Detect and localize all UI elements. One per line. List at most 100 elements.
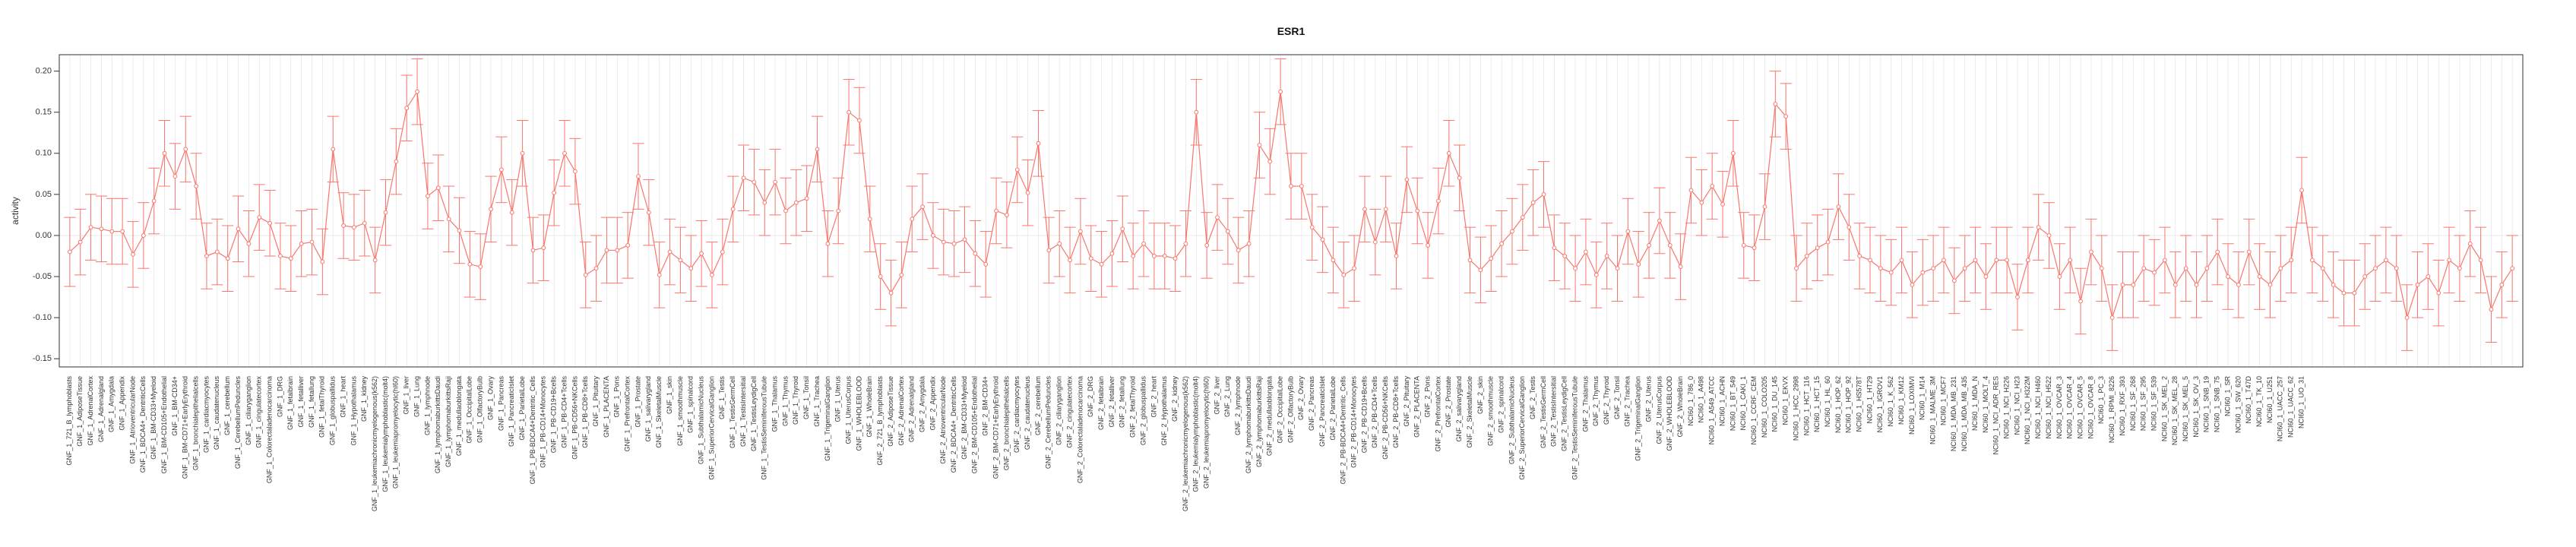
- data-point: [2447, 258, 2451, 263]
- data-point: [1815, 245, 1820, 251]
- x-tick-label: NCI60_1_SF_268: [2129, 376, 2137, 431]
- x-tick-label: NCI60_1_NCI_H460: [2034, 376, 2042, 439]
- x-tick-label: GNF_1_ciliaryganglion: [245, 376, 252, 445]
- data-point: [1573, 266, 1578, 271]
- x-tick-label: NCI60_1_SF_539: [2150, 376, 2157, 431]
- data-point: [1951, 278, 1957, 283]
- data-point: [888, 290, 894, 296]
- x-tick-label: GNF_2_Appendix: [929, 376, 936, 431]
- data-point: [1836, 204, 1841, 209]
- data-point: [1215, 215, 1220, 220]
- y-tick-label: -0.10: [33, 313, 52, 322]
- x-tick-label: GNF_2_Trachea: [1624, 376, 1631, 427]
- x-tick-label: GNF_2_lymphomaburkittsDaudi: [1245, 376, 1252, 473]
- data-point: [1204, 243, 1210, 248]
- data-point: [78, 239, 83, 245]
- x-tick-label: GNF_1_Pituitary: [592, 376, 600, 427]
- data-point: [99, 226, 104, 232]
- x-tick-label: NCI60_1_EKVX: [1782, 376, 1790, 425]
- data-point: [1088, 256, 1093, 261]
- data-point: [1804, 254, 1809, 258]
- data-point: [509, 210, 514, 215]
- data-point: [278, 254, 283, 258]
- x-tick-label: NCI60_1_BT_549: [1729, 376, 1736, 431]
- data-point: [1730, 150, 1736, 156]
- x-tick-label: GNF_2_Lung: [1223, 376, 1231, 417]
- data-point: [2467, 241, 2473, 246]
- data-point: [593, 266, 599, 271]
- data-point: [194, 184, 199, 188]
- data-point: [836, 208, 841, 213]
- data-point: [2236, 282, 2241, 287]
- y-axis: -0.15 -0.10 -0.05 0.00 0.05 0.10 0.15 0.20: [33, 67, 59, 363]
- x-tick-label: NCI60_1_T47D: [2245, 376, 2252, 424]
- data-point: [372, 258, 378, 263]
- data-point: [2226, 274, 2230, 279]
- x-tick-label: GNF_1_Adrenalgland: [97, 376, 105, 442]
- data-point: [530, 248, 536, 253]
- x-tick-label: GNF_2_cingulatecortex: [1065, 376, 1073, 448]
- data-point: [2089, 249, 2093, 255]
- x-tick-label: NCI60_1_OVCAR_3: [2055, 376, 2063, 439]
- x-tick-label: GNF_1_WHOLEBLOOD: [855, 376, 862, 451]
- x-tick-label: GNF_2_Thymus: [1592, 376, 1600, 427]
- data-point: [646, 210, 651, 215]
- x-tick-label: GNF_1_leukemiachronicmyelogenous(k562): [371, 376, 378, 511]
- x-tick-label: GNF_2_TestisIntersitial: [1550, 376, 1558, 447]
- data-point: [1236, 248, 1241, 253]
- data-point: [2352, 290, 2357, 296]
- data-point: [878, 274, 883, 279]
- data-point: [983, 261, 989, 267]
- data-point: [2152, 270, 2157, 275]
- x-tick-label: GNF_1_globuspallidus: [329, 376, 337, 446]
- chart-title: ESR1: [1277, 25, 1305, 37]
- data-point: [699, 251, 704, 256]
- x-tick-label: NCI60_1_HOP_92: [1845, 376, 1853, 433]
- x-tick-label: GNF_2_Adrenalgland: [908, 376, 916, 442]
- data-point: [688, 266, 694, 271]
- x-tick-label: GNF_2_UterusCorpus: [1655, 376, 1663, 444]
- x-tick-label: GNF_2_lymphomaburkittsRaji: [1255, 376, 1263, 467]
- x-tick-label: GNF_1_kidney: [360, 376, 368, 422]
- x-tick-label: GNF_1_BM-CD34+: [171, 376, 179, 436]
- x-tick-label: GNF_1_BDCA4+_DentriticCells: [139, 376, 147, 473]
- x-tick-label: NCI60_1_CCRF_CEM: [1750, 376, 1758, 445]
- x-tick-label: GNF_1_Hypothalamus: [350, 376, 357, 446]
- x-tick-label: NCI60_1_HCT_15: [1813, 376, 1821, 432]
- data-point: [2510, 266, 2515, 271]
- x-tick-label: NCI60_1_SW_620: [2234, 376, 2242, 433]
- data-point: [1615, 266, 1620, 271]
- data-point: [636, 174, 641, 179]
- x-tick-label: GNF_2_WHOLEBLOOD: [1666, 376, 1673, 451]
- x-tick-label: GNF_1_skin: [666, 376, 673, 414]
- data-point: [2068, 258, 2073, 263]
- y-tick-label: 0.05: [36, 190, 52, 199]
- x-tick-label: GNF_1_lymphomaburkittsDaudi: [434, 376, 441, 473]
- data-point: [1783, 114, 1789, 119]
- x-tick-label: NCI60_1_MCF7: [1939, 376, 1947, 425]
- data-point: [730, 207, 736, 212]
- data-point: [973, 251, 978, 256]
- data-point: [1825, 239, 1831, 245]
- x-tick-label: GNF_2_lymphnode: [1234, 376, 1242, 435]
- data-point: [2383, 258, 2388, 263]
- data-point: [1278, 89, 1283, 94]
- data-point: [2131, 282, 2136, 287]
- x-tick-label: NCI60_1_HL_60: [1824, 376, 1831, 427]
- x-tick-label: NCI60_1_NCI_H522: [2045, 376, 2052, 439]
- data-point: [1436, 198, 1441, 204]
- data-point: [1773, 101, 1778, 106]
- x-tick-label: NCI60_1_UO_31: [2297, 376, 2305, 428]
- x-tick-label: GNF_1_caudatenucleus: [213, 376, 220, 451]
- data-point: [2005, 258, 2010, 263]
- x-tick-label: GNF_1_salivarygland: [644, 376, 652, 442]
- data-point: [2141, 266, 2147, 271]
- x-tick-label: GNF_2_Amygdala: [918, 376, 926, 432]
- x-tick-label: GNF_1_Trachea: [813, 376, 821, 427]
- x-tick-label: GNF_1_PancreaticIslet: [508, 376, 515, 447]
- data-point: [1857, 254, 1862, 258]
- x-tick-label: GNF_2_Ovary: [1297, 376, 1305, 421]
- data-point: [931, 233, 935, 238]
- data-point: [1604, 254, 1609, 258]
- x-tick-label: GNF_1_Thymus: [781, 376, 789, 427]
